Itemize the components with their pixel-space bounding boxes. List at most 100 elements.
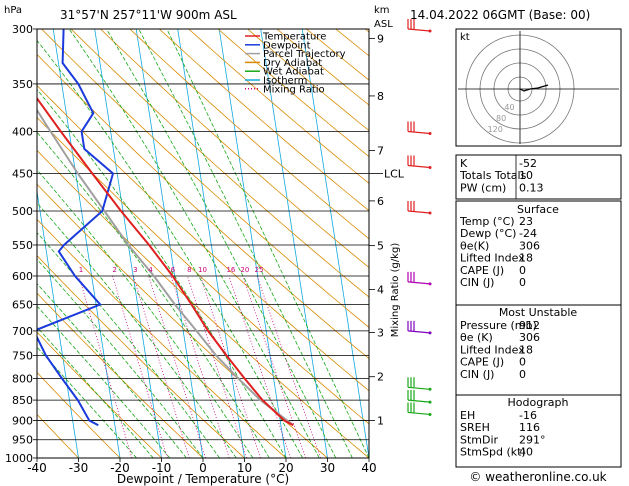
index-value: 0 — [519, 368, 526, 381]
index-label: CIN (J) — [460, 276, 494, 289]
index-label: θe(K) — [460, 239, 489, 252]
pressure-tick-label: 400 — [12, 126, 33, 139]
parcel-line — [37, 108, 294, 426]
hodograph-unit: kt — [460, 32, 470, 43]
wind-barb — [407, 201, 432, 215]
legend-item: Isotherm — [263, 76, 307, 87]
index-value: 10 — [519, 169, 533, 182]
x-tick-label: -10 — [152, 461, 172, 475]
hodograph-index-title: Hodograph — [508, 396, 569, 409]
pressure-tick-label: 500 — [12, 205, 33, 218]
mixing-ratio-line — [112, 275, 168, 458]
pressure-tick-label: 750 — [12, 349, 33, 362]
index-value: 912 — [519, 319, 540, 332]
index-value: 0 — [519, 276, 526, 289]
dry-adiabat-line — [37, 331, 162, 458]
hodograph-index-box — [455, 394, 622, 468]
index-label: PW (cm) — [460, 181, 506, 194]
index-value: 18 — [519, 343, 533, 356]
index-value: 18 — [519, 252, 533, 265]
mixing-ratio-axis-title: Mixing Ratio (g/kg) — [390, 243, 401, 338]
hodograph-ring-label: 120 — [488, 125, 503, 134]
index-value: 306 — [519, 239, 540, 252]
km-label: km — [374, 5, 390, 16]
mixing-ratio-label: 3 — [133, 266, 137, 274]
km-tick-label: 5 — [377, 240, 384, 253]
isotherm-line — [218, 29, 287, 458]
pressure-tick-label: 600 — [12, 270, 33, 283]
wet-adiabat-line — [37, 202, 237, 458]
index-label: EH — [460, 409, 475, 422]
hodograph-trace — [519, 84, 549, 92]
index-value: 0 — [519, 356, 526, 369]
km-tick-label: 9 — [377, 32, 384, 45]
datetime-title: 14.04.2022 06GMT (Base: 00) — [410, 8, 590, 22]
wet-adiabat-line — [37, 88, 287, 458]
index-value: 23 — [519, 215, 533, 228]
index-label: CAPE (J) — [460, 356, 504, 369]
wind-barb — [407, 402, 432, 416]
index-label: CAPE (J) — [460, 264, 504, 277]
pressure-tick-label: 450 — [12, 167, 33, 180]
x-tick-label: 20 — [278, 461, 293, 475]
dewpoint-line — [37, 29, 115, 427]
index-value: -52 — [519, 157, 537, 170]
temperature-line — [37, 96, 294, 427]
mixing-ratio-label: 2 — [112, 266, 116, 274]
index-label: Temp (°C) — [459, 215, 515, 228]
km-tick-label: 8 — [377, 90, 384, 103]
wet-adiabat-line — [37, 305, 171, 458]
isotherm-line — [135, 29, 204, 458]
legend-item: Mixing Ratio — [263, 84, 325, 95]
pressure-tick-label: 350 — [12, 78, 33, 91]
mixing-ratio-label: 20 — [240, 266, 249, 274]
isotherm-line — [260, 29, 328, 458]
index-label: StmDir — [460, 433, 499, 446]
hodograph-ring-label: 80 — [496, 114, 506, 123]
dry-adiabat-line — [129, 29, 369, 240]
wet-adiabat-line — [106, 29, 337, 458]
km-tick-label: 1 — [377, 414, 384, 427]
legend-item: Dry Adiabat — [263, 58, 322, 69]
legend-item: Wet Adiabat — [263, 67, 324, 78]
km-tick-label: 7 — [377, 145, 384, 158]
index-value: 0.13 — [519, 181, 544, 194]
x-tick-label: -20 — [110, 461, 130, 475]
mixing-ratio-label: 8 — [187, 266, 191, 274]
index-value: 306 — [519, 331, 540, 344]
hpa-label: hPa — [4, 5, 22, 16]
mixing-ratio-label: 16 — [226, 266, 235, 274]
pressure-tick-label: 1000 — [5, 452, 33, 465]
mixing-ratio-label: 25 — [255, 266, 264, 274]
location-title: 31°57'N 257°11'W 900m ASL — [60, 8, 237, 22]
isotherm-line — [301, 29, 369, 458]
mixing-ratio-label: 6 — [171, 266, 176, 274]
index-label: Lifted Index — [460, 343, 525, 356]
wind-barb — [407, 155, 432, 169]
x-tick-label: -40 — [27, 461, 47, 475]
surface-title: Surface — [517, 203, 559, 216]
x-tick-label: -30 — [69, 461, 89, 475]
wind-barb — [407, 320, 432, 335]
dry-adiabat-line — [100, 29, 369, 269]
legend-item: Temperature — [262, 32, 326, 43]
hodograph: kt 40 80 120 — [455, 28, 622, 147]
dry-adiabat-line — [70, 29, 369, 298]
index-value: 0 — [519, 264, 526, 277]
x-tick-label: 0 — [199, 461, 207, 475]
pressure-tick-label: 900 — [12, 414, 33, 427]
pressure-tick-label: 700 — [12, 325, 33, 338]
x-axis-title: Dewpoint / Temperature (°C) — [117, 472, 289, 486]
index-label: Lifted Index — [460, 252, 525, 265]
wind-barb — [407, 121, 432, 136]
mixing-ratio-label: 4 — [148, 266, 153, 274]
dry-adiabat-line — [37, 218, 287, 458]
km-tick-label: 4 — [377, 283, 384, 296]
index-value: 40 — [519, 446, 533, 459]
asl-label: ASL — [374, 19, 393, 30]
km-tick-label: 6 — [377, 195, 384, 208]
pressure-tick-label: 950 — [12, 434, 33, 447]
index-value: -16 — [519, 409, 537, 422]
index-label: CIN (J) — [460, 368, 494, 381]
